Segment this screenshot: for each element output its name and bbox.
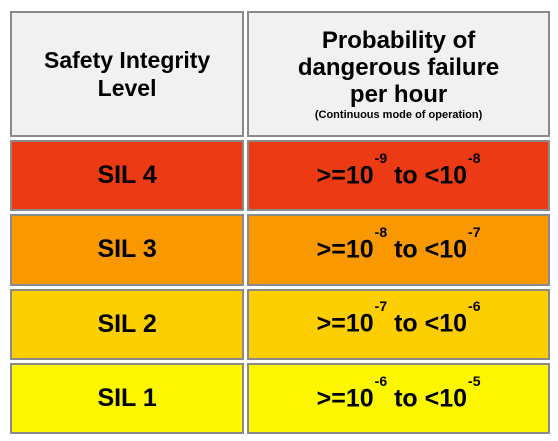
upper-bound-prefix: <10 [424, 161, 468, 190]
lower-bound-exponent: -6 [374, 372, 388, 389]
sil-level-cell: SIL 1 [10, 362, 245, 434]
sil-level-cell: SIL 4 [10, 140, 245, 212]
header-prob-line1: Probability of [321, 26, 476, 54]
lower-bound-prefix: >=10 [316, 309, 374, 338]
range-connector: to [387, 384, 425, 413]
header-safety-integrity-level: Safety Integrity Level [10, 11, 245, 138]
upper-bound-exponent: -7 [468, 224, 481, 241]
probability-range-cell: >=10-7 to <10-6 [247, 288, 550, 360]
range-connector: to [387, 309, 425, 338]
table-row: SIL 1 >=10-6 to <10-5 [10, 362, 550, 434]
lower-bound-prefix: >=10 [316, 161, 374, 190]
upper-bound-exponent: -5 [468, 372, 481, 389]
range-connector: to [387, 161, 425, 190]
table-row: SIL 4 >=10-9 to <10-8 [10, 140, 550, 212]
upper-bound-prefix: <10 [424, 309, 468, 338]
lower-bound-exponent: -8 [374, 224, 388, 241]
header-prob-line3: per hour [349, 80, 448, 108]
lower-bound-exponent: -9 [374, 150, 388, 167]
header-level-line1: Safety Integrity [44, 47, 211, 74]
range-connector: to [387, 235, 425, 264]
lower-bound-exponent: -7 [374, 298, 388, 315]
header-row: Safety Integrity Level Probability of da… [10, 11, 550, 138]
upper-bound-exponent: -8 [468, 150, 481, 167]
table-row: SIL 3 >=10-8 to <10-7 [10, 214, 550, 286]
upper-bound-prefix: <10 [424, 384, 468, 413]
header-prob-note: (Continuous mode of operation) [314, 108, 483, 121]
probability-range-cell: >=10-8 to <10-7 [247, 214, 550, 286]
sil-level-cell: SIL 2 [10, 288, 245, 360]
sil-table: Safety Integrity Level Probability of da… [7, 8, 553, 437]
sil-level-cell: SIL 3 [10, 214, 245, 286]
upper-bound-exponent: -6 [468, 298, 481, 315]
header-prob-line2: dangerous failure [297, 53, 500, 81]
probability-range-cell: >=10-9 to <10-8 [247, 140, 550, 212]
upper-bound-prefix: <10 [424, 235, 468, 264]
header-probability: Probability of dangerous failure per hou… [247, 11, 550, 138]
table-row: SIL 2 >=10-7 to <10-6 [10, 288, 550, 360]
header-level-line2: Level [97, 75, 157, 102]
probability-range-cell: >=10-6 to <10-5 [247, 362, 550, 434]
lower-bound-prefix: >=10 [316, 384, 374, 413]
lower-bound-prefix: >=10 [316, 235, 374, 264]
